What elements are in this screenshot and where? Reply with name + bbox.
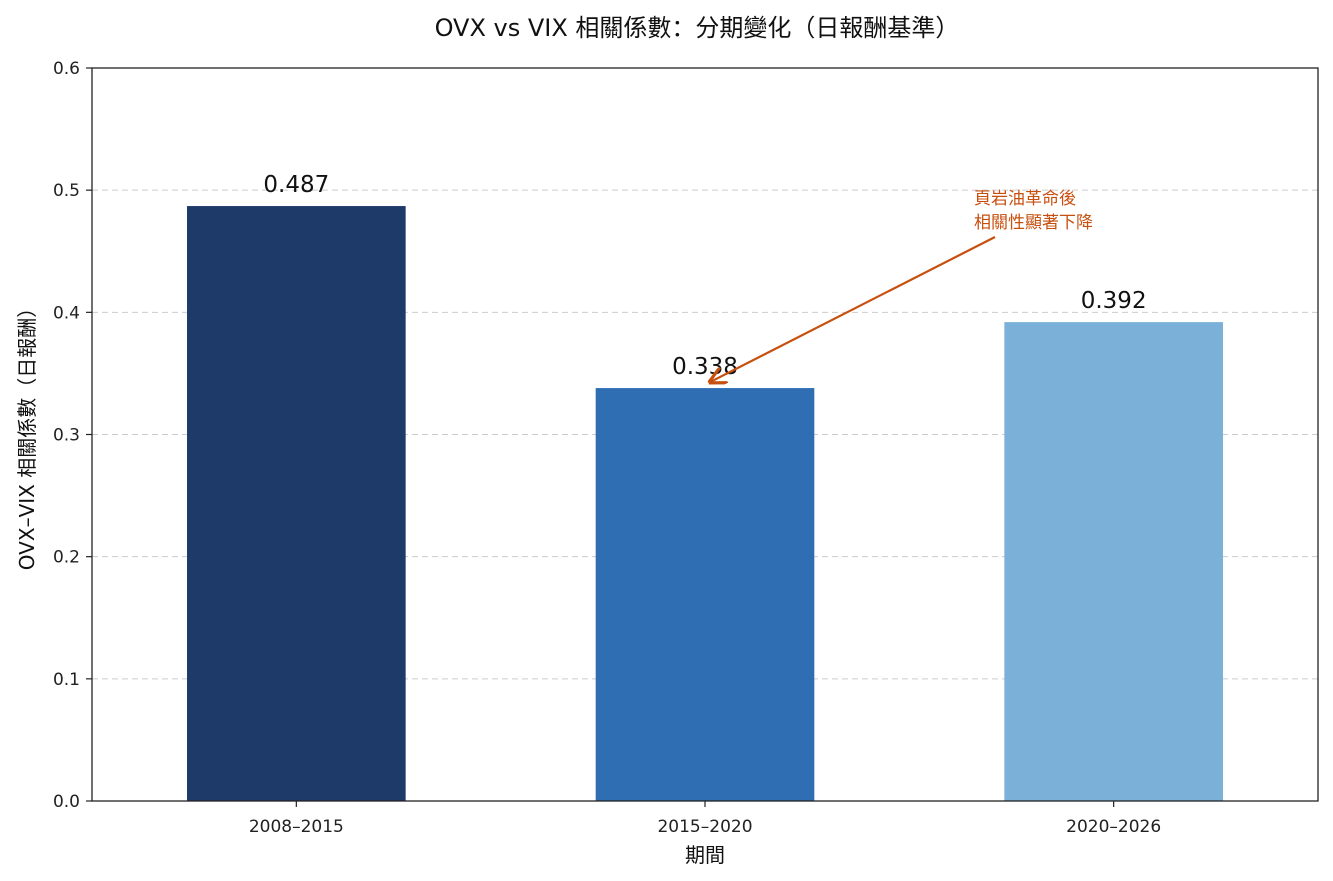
y-tick-label: 0.6: [53, 59, 80, 79]
annotation: 頁岩油革命後 相關性顯著下降: [710, 189, 1093, 382]
bars: [187, 206, 1223, 801]
value-labels: 0.487 0.338 0.392: [263, 172, 1146, 380]
bar-value-label: 0.487: [263, 172, 329, 198]
y-axis-ticks: 0.0 0.1 0.2 0.3 0.4 0.5 0.6: [53, 59, 92, 812]
bar-2: [595, 388, 815, 801]
bar-value-label: 0.392: [1081, 288, 1147, 314]
bar-value-label: 0.338: [672, 354, 738, 380]
x-tick-label: 2015–2020: [657, 817, 752, 837]
annotation-arrow: [710, 236, 996, 382]
y-tick-label: 0.4: [53, 303, 80, 323]
y-tick-label: 0.2: [53, 548, 80, 568]
y-tick-label: 0.5: [53, 181, 80, 201]
bar-3: [1004, 322, 1223, 801]
y-tick-label: 0.0: [53, 792, 80, 812]
x-axis-title: 期間: [685, 843, 725, 867]
x-tick-label: 2020–2026: [1066, 817, 1161, 837]
x-axis-ticks: 2008–2015 2015–2020 2020–2026: [249, 801, 1161, 837]
y-tick-label: 0.1: [53, 670, 80, 690]
y-axis-title: OVX–VIX 相關係數（日報酬）: [15, 298, 39, 570]
y-tick-label: 0.3: [53, 426, 80, 446]
x-tick-label: 2008–2015: [249, 817, 344, 837]
bar-1: [187, 206, 406, 801]
chart-title: OVX vs VIX 相關係數：分期變化（日報酬基準）: [435, 14, 960, 42]
annotation-line-1: 頁岩油革命後: [974, 189, 1076, 209]
annotation-line-2: 相關性顯著下降: [974, 213, 1093, 233]
